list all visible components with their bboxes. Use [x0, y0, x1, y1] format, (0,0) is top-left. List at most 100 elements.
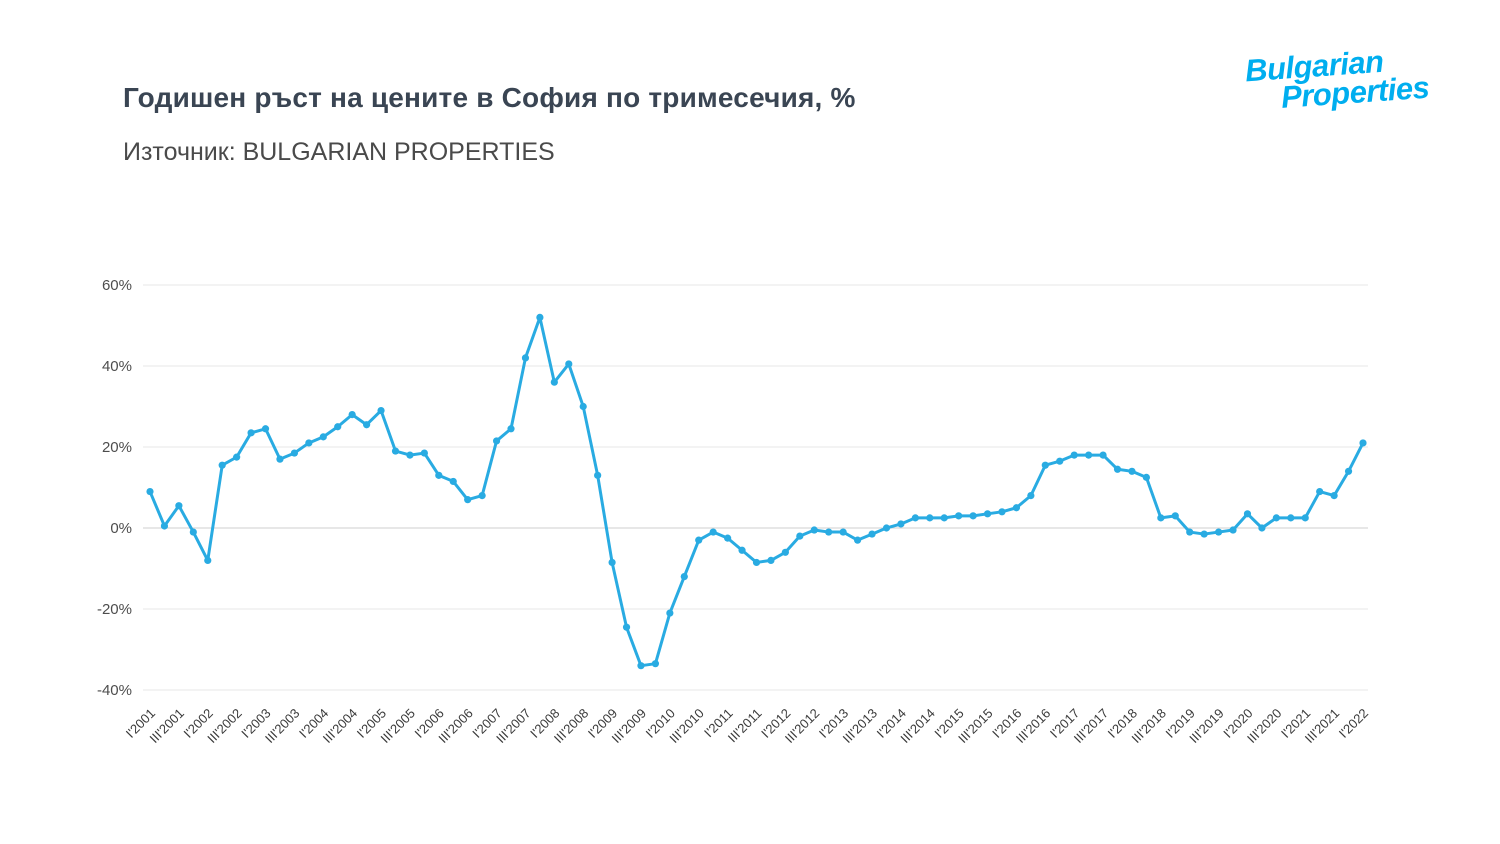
data-point-marker: [1243, 510, 1252, 518]
data-point-marker: [1330, 492, 1338, 500]
bulgarian-properties-logo: Bulgarian Properties: [1244, 44, 1430, 115]
chart-title: Годишен ръст на цените в София по тримес…: [123, 82, 856, 113]
data-point-marker: [1272, 514, 1280, 522]
data-point-marker: [1142, 473, 1150, 481]
data-point-marker: [261, 425, 270, 433]
line-chart: 60%40%20%0%-20%-40%I'2001III'2001I'2002I…: [97, 277, 1371, 746]
data-point-marker: [536, 313, 544, 321]
data-point-marker: [305, 439, 313, 447]
data-point-marker: [1171, 512, 1179, 520]
data-point-marker: [1186, 528, 1194, 536]
data-point-marker: [478, 492, 486, 500]
data-point-marker: [175, 502, 183, 510]
data-point-marker: [724, 534, 732, 542]
data-point-marker: [1070, 451, 1078, 459]
data-point-marker: [940, 514, 948, 522]
data-point-marker: [1056, 457, 1064, 465]
data-point-marker: [1012, 504, 1021, 512]
chart-source: Източник: BULGARIAN PROPERTIES: [123, 138, 555, 166]
data-point-marker: [767, 556, 775, 564]
data-point-marker: [796, 532, 804, 540]
data-point-marker: [752, 558, 761, 567]
data-point-marker: [1128, 467, 1136, 475]
data-point-marker: [1214, 528, 1223, 536]
data-point-marker: [926, 514, 934, 522]
data-point-marker: [594, 471, 602, 479]
data-point-marker: [1258, 524, 1266, 532]
data-line: [148, 315, 1365, 668]
y-axis-tick-label: -40%: [97, 682, 132, 699]
data-point-marker: [1344, 467, 1353, 475]
data-point-marker: [420, 449, 428, 457]
data-point-marker: [839, 528, 847, 536]
data-point-marker: [189, 528, 197, 536]
data-point-marker: [1229, 526, 1237, 534]
data-point-marker: [781, 548, 789, 556]
data-point-marker: [709, 528, 717, 536]
data-point-marker: [998, 508, 1006, 516]
data-point-marker: [897, 520, 905, 528]
chart-area: 60% 40% 20% 0% -20% -40% I'2001 III'2001 I'2002 I…: [0, 240, 1500, 820]
data-point-marker: [1359, 439, 1367, 447]
data-point-marker: [464, 496, 472, 504]
data-point-marker: [1027, 492, 1035, 500]
data-point-marker: [738, 546, 746, 554]
data-point-marker: [1200, 530, 1208, 538]
data-point-marker: [247, 429, 255, 437]
data-point-marker: [290, 449, 299, 457]
data-point-marker: [521, 354, 530, 362]
data-point-marker: [853, 536, 862, 544]
data-point-marker: [608, 558, 616, 567]
x-axis-tick-label: I'2022: [1336, 706, 1371, 741]
data-point-marker: [695, 536, 703, 544]
y-axis-tick-label: 40%: [102, 358, 132, 375]
data-point-marker: [319, 433, 327, 441]
y-axis-tick-label: 0%: [110, 520, 132, 537]
data-point-marker: [160, 522, 169, 530]
data-point-marker: [579, 402, 587, 411]
data-point-marker: [1316, 487, 1324, 496]
data-point-marker: [276, 455, 284, 463]
y-axis-tick-label: 60%: [102, 277, 132, 294]
data-point-marker: [1287, 514, 1295, 522]
data-point-marker: [550, 378, 558, 386]
data-point-marker: [233, 453, 241, 461]
data-point-marker: [492, 437, 501, 445]
data-point-marker: [1113, 465, 1122, 473]
data-point-marker: [911, 514, 919, 522]
data-point-marker: [810, 526, 818, 534]
data-point-marker: [1157, 514, 1165, 522]
y-axis-tick-label: -20%: [97, 601, 132, 618]
data-point-marker: [637, 662, 645, 670]
data-point-marker: [507, 425, 515, 433]
data-point-marker: [391, 447, 400, 455]
data-point-marker: [1085, 451, 1093, 459]
logo-word-properties: Properties: [1279, 69, 1431, 116]
data-point-marker: [825, 528, 833, 536]
data-point-marker: [868, 530, 876, 538]
data-point-marker: [146, 487, 154, 496]
data-point-marker: [363, 421, 371, 429]
data-point-marker: [882, 524, 891, 532]
data-point-marker: [1301, 514, 1309, 522]
data-point-marker: [449, 477, 457, 486]
data-point-marker: [218, 461, 226, 469]
data-point-marker: [651, 660, 660, 668]
y-axis-tick-label: 20%: [102, 439, 132, 456]
data-point-marker: [348, 411, 356, 419]
data-point-marker: [955, 512, 963, 520]
data-point-marker: [666, 609, 674, 617]
data-point-marker: [1099, 451, 1107, 459]
data-point-marker: [969, 512, 977, 520]
data-point-marker: [377, 406, 385, 415]
data-point-marker: [1041, 461, 1049, 469]
data-point-marker: [435, 471, 443, 479]
data-point-marker: [334, 423, 342, 431]
data-point-marker: [565, 360, 573, 368]
data-point-marker: [680, 573, 688, 581]
data-point-marker: [983, 510, 992, 518]
data-point-marker: [406, 451, 414, 459]
data-point-marker: [204, 556, 212, 564]
data-point-marker: [622, 623, 631, 631]
